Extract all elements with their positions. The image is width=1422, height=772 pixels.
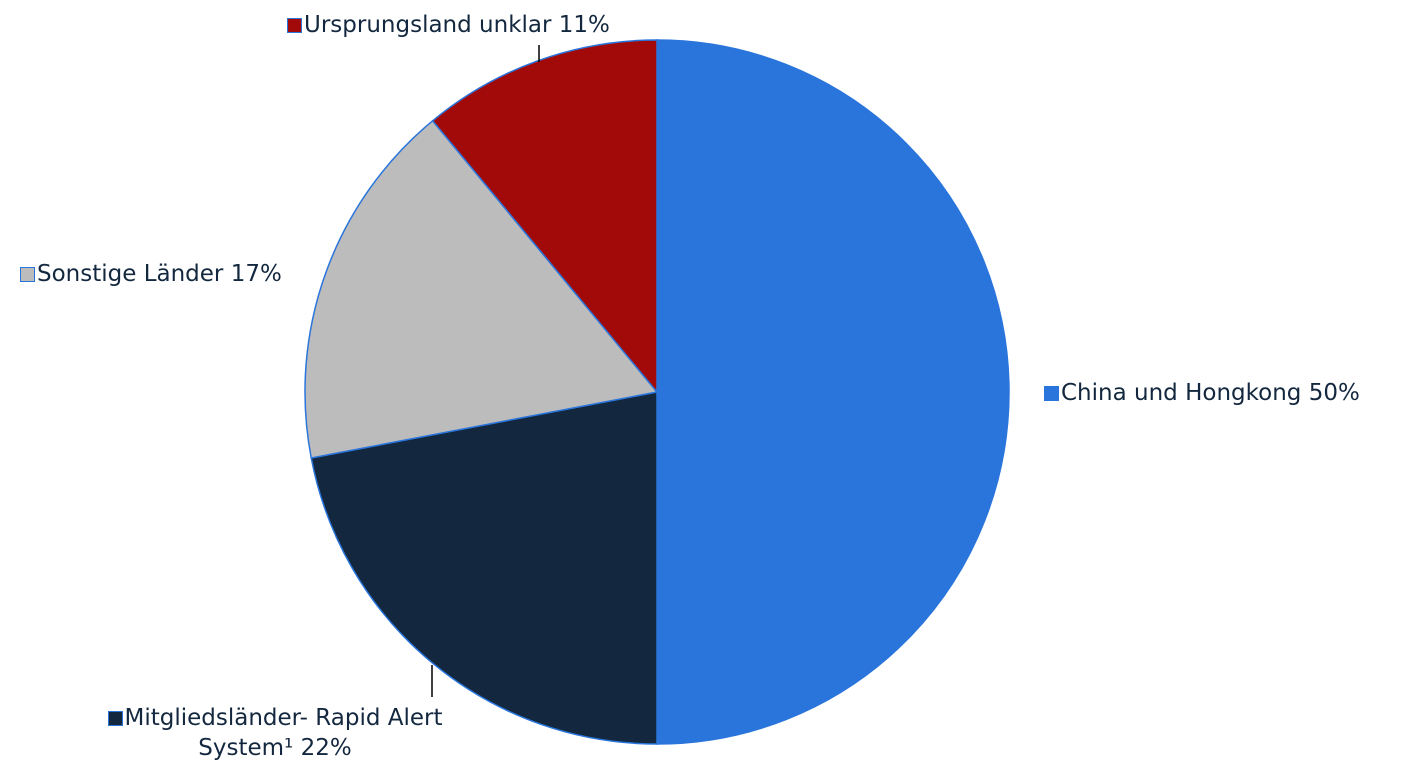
- category-name: China und Hongkong: [1061, 380, 1302, 406]
- legend-swatch: [107, 711, 123, 726]
- legend-swatch: [287, 18, 302, 33]
- slice-label: Sonstige Länder 17%: [20, 259, 282, 289]
- pie-slice: [304, 119, 659, 459]
- category-name: Sonstige Länder: [37, 261, 224, 287]
- pie-slice: [431, 39, 658, 395]
- value-label: 11%: [558, 12, 610, 38]
- value-label: 17%: [230, 261, 282, 287]
- pie-slice: [310, 391, 658, 745]
- pie-slice: [656, 39, 1010, 745]
- category-name: Mitgliedsländer- Rapid Alert System¹: [124, 705, 443, 761]
- value-label: 22%: [300, 735, 352, 761]
- slice-label: China und Hongkong 50%: [1044, 378, 1360, 408]
- category-name: Ursprungsland unklar: [304, 12, 552, 38]
- slice-label: Ursprungsland unklar 11%: [287, 10, 610, 40]
- legend-swatch: [1044, 386, 1059, 401]
- value-label: 50%: [1308, 380, 1360, 406]
- slice-label: Mitgliedsländer- Rapid Alert System¹ 22%: [60, 703, 490, 763]
- legend-swatch: [20, 267, 35, 282]
